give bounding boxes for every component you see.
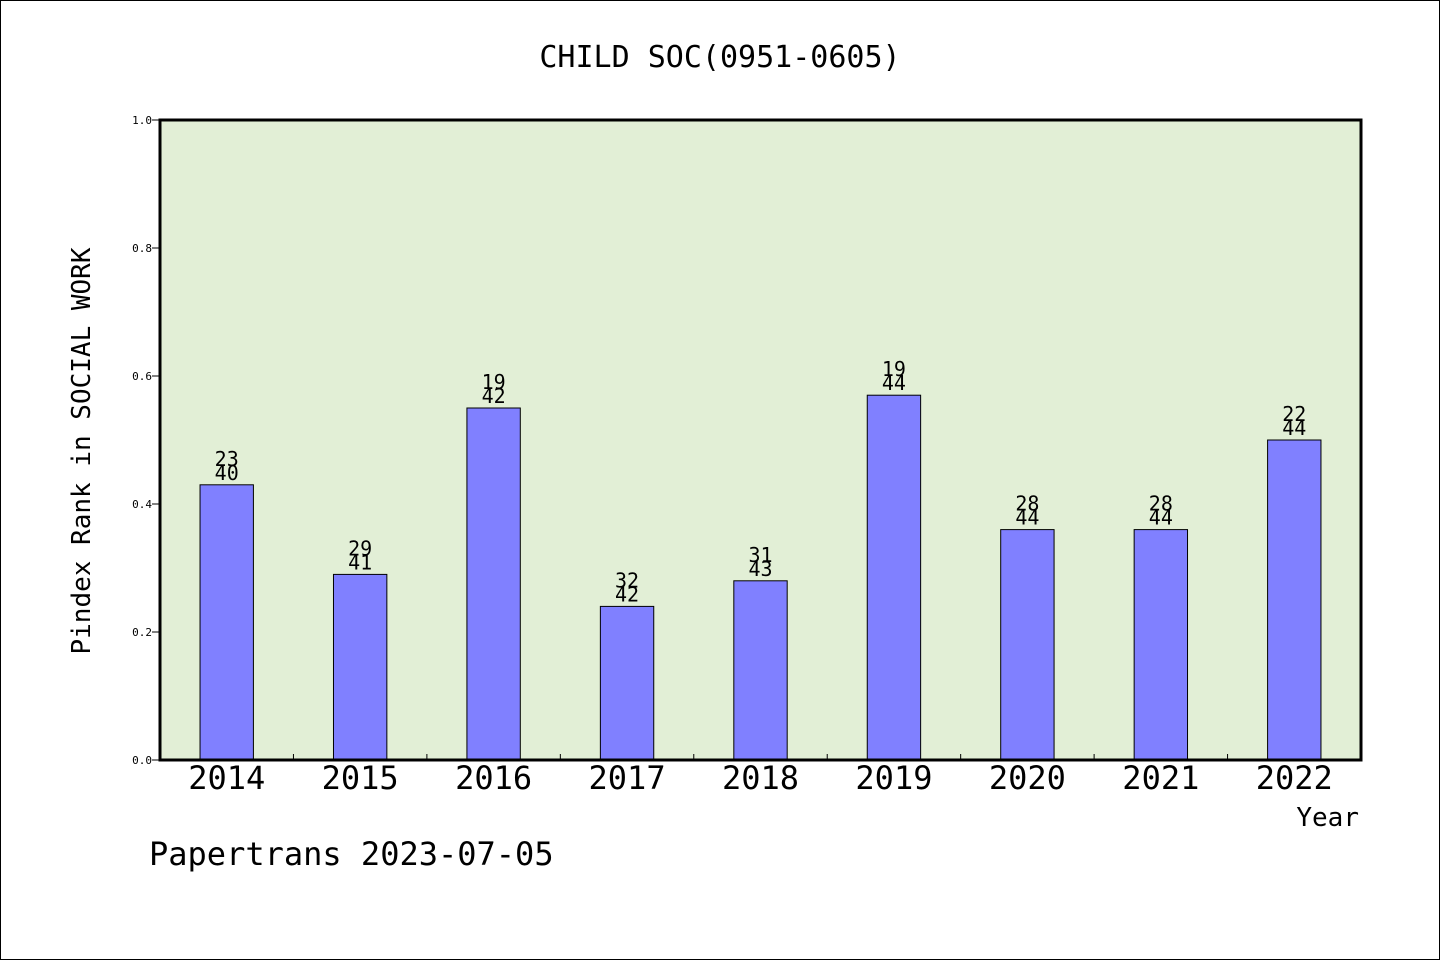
- y-tick-label-1.0: 1.0: [132, 114, 152, 127]
- bar-2014: [199, 484, 254, 761]
- bars-layer: [199, 394, 1322, 761]
- x-tick-label-2014: 2014: [188, 759, 265, 797]
- total-label-2022: 44: [1282, 416, 1306, 440]
- y-tick-label-0.4: 0.4: [132, 498, 152, 511]
- x-axis-label: Year: [1296, 803, 1359, 833]
- x-tick-label-2019: 2019: [855, 759, 932, 797]
- x-tick-label-2020: 2020: [989, 759, 1066, 797]
- rank-label-2019: 19: [882, 357, 906, 381]
- x-tick-label-2017: 2017: [589, 759, 666, 797]
- rank-label-2014: 23: [215, 447, 239, 471]
- rank-label-2018: 31: [748, 543, 772, 567]
- bar-2018: [733, 580, 788, 761]
- y-tick-label-0.8: 0.8: [132, 242, 152, 255]
- y-axis-label: Pindex Rank in SOCIAL WORK: [67, 247, 97, 654]
- total-label-2016: 42: [482, 384, 506, 408]
- total-label-2015: 41: [348, 550, 372, 574]
- x-axis: 2014 2015 2016 2017 2018 2019 2020 2021 2022: [188, 754, 1333, 797]
- total-label-2014: 40: [215, 461, 239, 485]
- bar-2021: [1133, 529, 1189, 761]
- rank-label-2021: 28: [1149, 492, 1173, 516]
- y-tick-label-0.0: 0.0: [132, 754, 152, 767]
- total-label-2019: 44: [882, 371, 906, 395]
- total-label-2021: 44: [1149, 506, 1173, 530]
- x-tick-label-2022: 2022: [1256, 759, 1333, 797]
- x-tick-label-2016: 2016: [455, 759, 532, 797]
- plot-border: [158, 118, 1363, 762]
- footer-text: Papertrans 2023-07-05: [149, 835, 554, 873]
- bar-2017: [599, 605, 655, 761]
- bar-2016: [466, 407, 521, 761]
- rank-label-2015: 29: [348, 536, 372, 560]
- bar-2022: [1267, 439, 1322, 761]
- rank-label-2020: 28: [1015, 492, 1039, 516]
- x-tick-label-2018: 2018: [722, 759, 799, 797]
- x-tick-label-2015: 2015: [322, 759, 399, 797]
- rank-label-2017: 32: [615, 568, 639, 592]
- bar-2015: [332, 573, 388, 761]
- x-tick-label-2021: 2021: [1122, 759, 1199, 797]
- total-label-2018: 43: [748, 557, 772, 581]
- y-axis: 0.0 0.2 0.4 0.6 0.8 1.0: [132, 114, 160, 767]
- bar-2019: [866, 394, 922, 761]
- y-tick-label-0.2: 0.2: [132, 626, 152, 639]
- bar-2020: [1000, 529, 1055, 761]
- chart-title: CHILD SOC(0951-0605): [539, 40, 900, 75]
- y-tick-label-0.6: 0.6: [132, 370, 152, 383]
- total-label-2017: 42: [615, 582, 639, 606]
- rank-label-2016: 19: [482, 370, 506, 394]
- total-label-2020: 44: [1015, 506, 1039, 530]
- rank-label-2022: 22: [1282, 402, 1306, 426]
